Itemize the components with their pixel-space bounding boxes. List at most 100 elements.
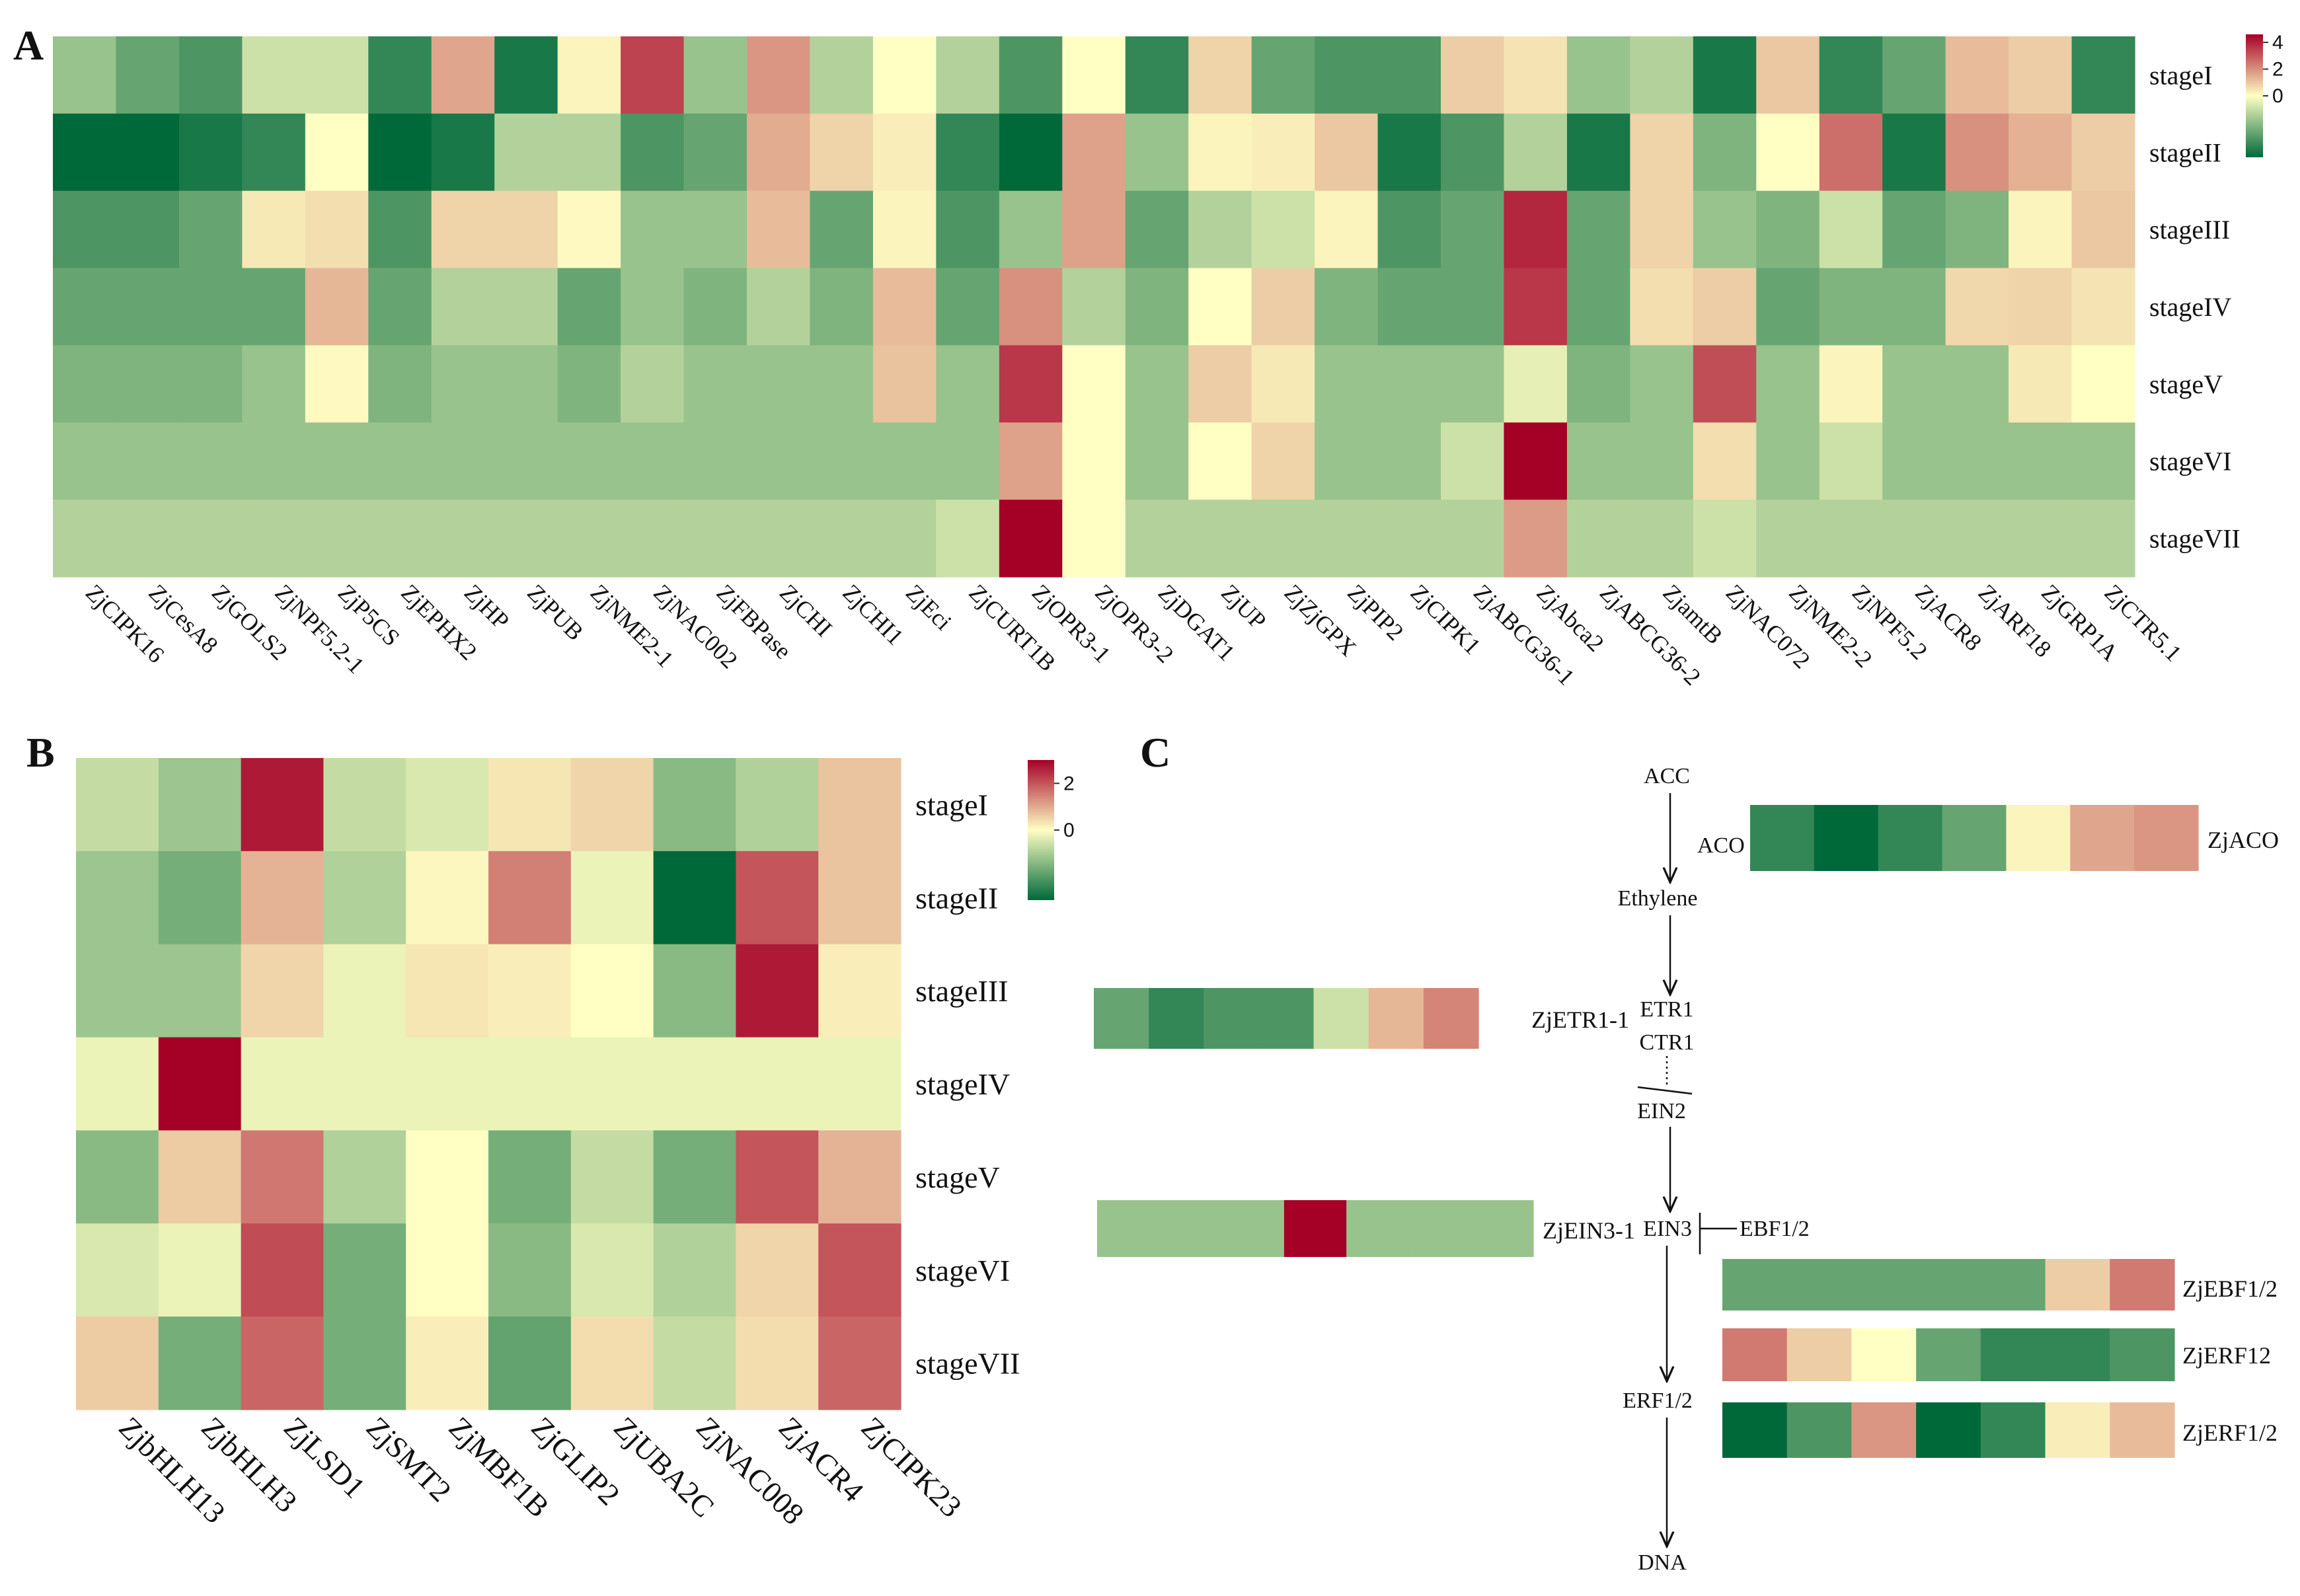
- cell-ZjGOLS2-stageIV: [178, 268, 243, 346]
- cell-ZjGLIP2-stageI: [488, 758, 572, 852]
- cell-ZjNAC002-stageI: [621, 36, 685, 114]
- cell-ZjamtB-stageVII: [1630, 500, 1694, 578]
- cell-ZjNAC002-stageV: [621, 345, 685, 423]
- node-dna: DNA: [1638, 1550, 1687, 1575]
- gene-cell-erf-4: [1916, 1402, 1981, 1458]
- cell-ZjbHLH3-stageIII: [158, 944, 242, 1038]
- cell-ZjACR8-stageIII: [1882, 190, 1946, 269]
- cell-ZjCIPK23-stageI: [818, 758, 901, 852]
- cell-ZjARF18-stageII: [1945, 113, 2009, 192]
- cell-ZjPIP2-stageIV: [1315, 268, 1379, 346]
- gene-cell-erf12-3: [1851, 1328, 1917, 1381]
- cell-ZjHP-stageIII: [431, 190, 495, 269]
- cell-ZjPIP2-stageI: [1315, 36, 1379, 114]
- ethylene-pathway: ACC ACO Ethylene ETR1 CTR1 EIN2 EIN3 EBF…: [1094, 764, 2279, 1575]
- cell-ZjCURT1B-stageVII: [936, 500, 1000, 578]
- cell-ZjLSD1-stageVII: [241, 1316, 324, 1410]
- row-label-stageIII: stageIII: [2149, 215, 2230, 245]
- cell-ZjEci-stageI: [872, 36, 937, 114]
- cell-ZjCHI1-stageVI: [810, 422, 874, 500]
- row-label-stageII: stageII: [2149, 137, 2221, 167]
- cell-ZjNAC002-stageVII: [621, 500, 685, 578]
- cell-ZjGLIP2-stageVII: [488, 1316, 572, 1410]
- cell-ZjCesA8-stageV: [116, 345, 180, 423]
- cell-ZjP5CS-stageV: [305, 345, 369, 423]
- cell-ZjOPR3-1-stageIV: [999, 268, 1063, 346]
- gene-bars: ZjACO ZjETR1-1 ZjEIN3-1 ZjEBF1/2 ZjERF12 ZjER…: [1094, 805, 2279, 1458]
- row-label-stageVII: stageVII: [915, 1347, 1020, 1381]
- cell-ZjEPHX2-stageII: [368, 113, 432, 192]
- cell-ZjGOLS2-stageVII: [178, 500, 243, 578]
- cell-ZjNAC008-stageV: [653, 1130, 736, 1224]
- gene-cell-aco-5: [2006, 805, 2071, 871]
- gene-cell-erf-7: [2110, 1402, 2175, 1458]
- cell-ZjCIPK1-stageII: [1377, 113, 1441, 192]
- cell-ZjNME2-1-stageI: [557, 36, 621, 114]
- cell-ZjSMT2-stageVII: [323, 1316, 406, 1410]
- cell-ZjP5CS-stageI: [305, 36, 369, 114]
- cell-ZjNPF5.2-1-stageIII: [242, 190, 306, 269]
- cell-ZjGRP1A-stageII: [2009, 113, 2073, 192]
- cell-ZjCTR5.1-stageV: [2071, 345, 2135, 423]
- panel-letter-b: B: [26, 729, 55, 776]
- gene-cell-erf12-2: [1786, 1328, 1853, 1381]
- gene-cell-erf-5: [1980, 1402, 2046, 1458]
- cell-ZjUBA2C-stageII: [570, 851, 654, 945]
- node-ebf: EBF1/2: [1740, 1217, 1810, 1241]
- cell-ZjDGAT1-stageI: [1125, 36, 1189, 114]
- cell-ZjAbca2-stageI: [1504, 36, 1568, 114]
- cell-ZjACR4-stageII: [736, 851, 819, 945]
- cell-ZjCIPK16-stageII: [53, 113, 117, 192]
- gene-cell-ebf-4: [1916, 1259, 1981, 1311]
- cell-ZjCIPK1-stageV: [1377, 345, 1441, 423]
- gene-label-aco: ZjACO: [2207, 827, 2279, 853]
- gene-cell-erf12-6: [2045, 1328, 2110, 1381]
- cell-ZjamtB-stageV: [1630, 345, 1694, 423]
- cell-ZjABCG36-1-stageII: [1441, 113, 1505, 192]
- gene-label-ein3: ZjEIN3-1: [1543, 1217, 1635, 1244]
- cell-ZjABCG36-1-stageVII: [1441, 500, 1505, 578]
- cell-ZjCIPK16-stageV: [53, 345, 117, 423]
- cell-ZjUP-stageI: [1188, 36, 1252, 114]
- cell-ZjNAC002-stageIII: [621, 190, 685, 269]
- cell-ZjZjGPX-stageII: [1251, 113, 1315, 192]
- cell-ZjNME2-2-stageIII: [1756, 190, 1820, 269]
- cell-ZjCIPK23-stageII: [818, 851, 901, 945]
- cell-ZjEPHX2-stageVII: [368, 500, 432, 578]
- cell-ZjCIPK16-stageI: [53, 36, 117, 114]
- gene-cell-aco-3: [1878, 805, 1943, 871]
- gene-cell-etr-2: [1149, 988, 1204, 1049]
- cell-ZjP5CS-stageIV: [305, 268, 369, 346]
- cell-ZjABCG36-1-stageIV: [1441, 268, 1505, 346]
- cell-ZjNAC008-stageI: [653, 758, 736, 852]
- cell-ZjGLIP2-stageIV: [488, 1037, 572, 1131]
- col-label-ZjHP: ZjHP: [459, 579, 514, 634]
- cell-ZjbHLH13-stageII: [76, 851, 159, 945]
- cell-ZjPUB-stageII: [494, 113, 558, 192]
- cell-ZjMBF1B-stageI: [406, 758, 489, 852]
- gene-cell-etr-7: [1423, 988, 1479, 1049]
- cell-ZjNPF5.2-stageVI: [1819, 422, 1883, 500]
- node-erf: ERF1/2: [1623, 1388, 1693, 1413]
- cell-ZjUBA2C-stageIV: [570, 1037, 654, 1131]
- colorbar-tick-label: 2: [1063, 773, 1075, 794]
- cell-ZjZjGPX-stageVII: [1251, 500, 1315, 578]
- gene-label-etr: ZjETR1-1: [1531, 1007, 1629, 1033]
- cell-ZjCesA8-stageII: [116, 113, 180, 192]
- cell-ZjFBPase-stageVII: [683, 500, 748, 578]
- cell-ZjCIPK1-stageI: [1377, 36, 1441, 114]
- row-label-stageVI: stageVI: [915, 1254, 1010, 1287]
- colorbar-a: 4 2 0: [2246, 32, 2283, 157]
- cell-ZjCURT1B-stageII: [936, 113, 1000, 192]
- cell-ZjARF18-stageI: [1945, 36, 2009, 114]
- cell-ZjNAC008-stageVI: [653, 1223, 736, 1317]
- cell-ZjP5CS-stageVI: [305, 422, 369, 500]
- cell-ZjABCG36-1-stageVI: [1441, 422, 1505, 500]
- cell-ZjPIP2-stageVI: [1315, 422, 1379, 500]
- cell-ZjNAC002-stageIV: [621, 268, 685, 346]
- cell-ZjCesA8-stageVI: [116, 422, 180, 500]
- cell-ZjNPF5.2-stageI: [1819, 36, 1883, 114]
- gene-cell-ein3-5: [1346, 1200, 1410, 1257]
- cell-ZjLSD1-stageI: [241, 758, 324, 852]
- cell-ZjPUB-stageI: [494, 36, 558, 114]
